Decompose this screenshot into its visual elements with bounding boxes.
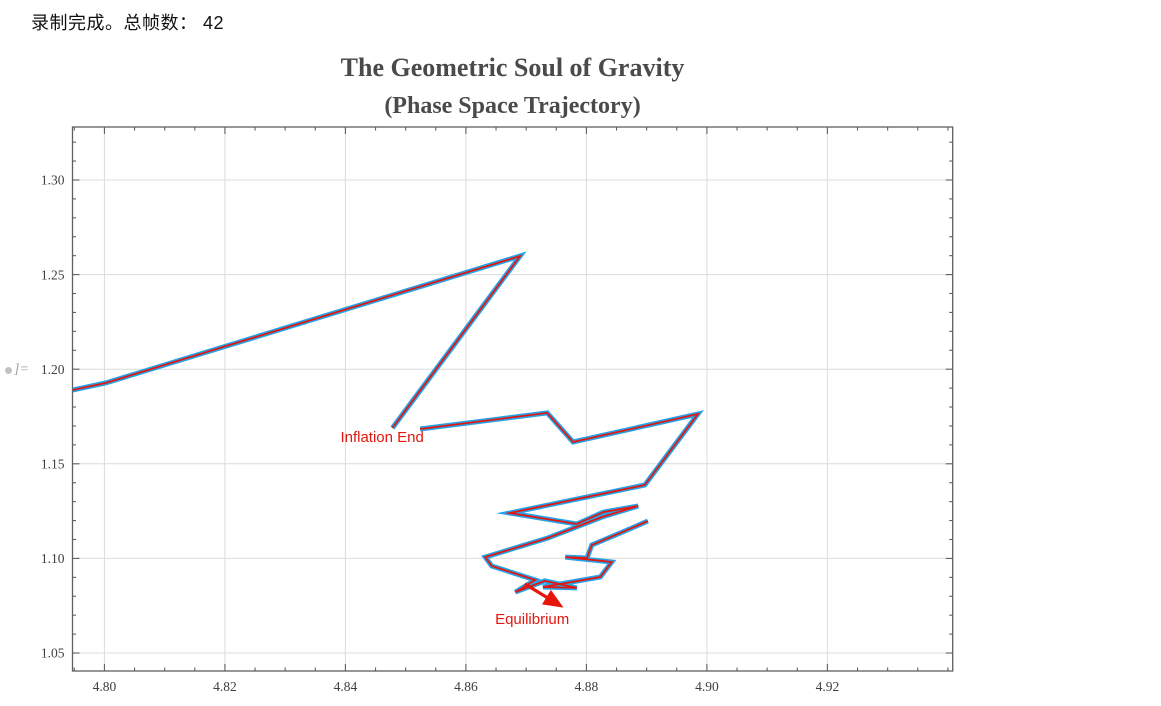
- x-tick-label: 4.86: [454, 679, 478, 694]
- status-text: 录制完成。总帧数： 42: [31, 13, 225, 33]
- out-cell-label: ]=: [5, 362, 29, 378]
- annotation-equilibrium: Equilibrium: [495, 611, 569, 628]
- x-tick-label: 4.82: [213, 679, 237, 694]
- chart-title: The Geometric Soul of Gravity: [340, 53, 685, 82]
- title-block: The Geometric Soul of Gravity (Phase Spa…: [72, 52, 953, 121]
- x-tick-label: 4.88: [575, 679, 599, 694]
- y-tick-label: 1.20: [41, 362, 65, 377]
- y-tick-label: 1.10: [41, 551, 65, 566]
- equilibrium-arrow-tail: [524, 582, 551, 601]
- phase-trajectory-overlay: [72, 254, 701, 593]
- x-tick-label: 4.84: [334, 679, 358, 694]
- annotation-inflation-end: Inflation End: [340, 429, 423, 446]
- out-bracket-label: ]=: [14, 362, 29, 377]
- chart-subtitle: (Phase Space Trajectory): [384, 93, 641, 119]
- x-tick-label: 4.90: [695, 679, 719, 694]
- x-tick-label: 4.80: [93, 679, 117, 694]
- y-tick-label: 1.25: [41, 267, 65, 282]
- y-tick-label: 1.05: [41, 646, 65, 661]
- status-bar: 录制完成。总帧数： 42: [31, 9, 224, 35]
- out-dot-icon: [5, 366, 12, 374]
- y-tick-label: 1.15: [41, 457, 65, 472]
- x-tick-label: 4.92: [816, 679, 840, 694]
- y-tick-label: 1.30: [41, 173, 65, 188]
- equilibrium-arrow-head: [542, 589, 564, 608]
- plot-frame: [71, 126, 954, 672]
- phase-trajectory-base: [72, 251, 704, 595]
